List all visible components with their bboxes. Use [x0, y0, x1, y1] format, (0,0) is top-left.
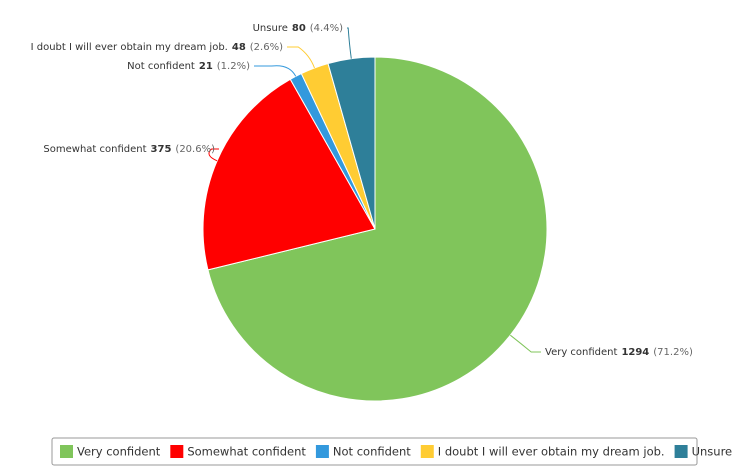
label-value: 48: [232, 42, 246, 53]
label-value: 80: [292, 23, 306, 34]
label-name: Very confident: [545, 347, 618, 358]
legend-swatch: [420, 445, 434, 458]
legend-label: Somewhat confident: [187, 445, 306, 459]
legend-label: Not confident: [333, 445, 411, 459]
legend-box: [51, 437, 698, 466]
connector: [510, 334, 541, 353]
label-name: Somewhat confident: [43, 144, 146, 155]
data-label: Somewhat confident 375 (20.6%): [43, 144, 215, 155]
connector: [347, 27, 352, 59]
connector: [287, 46, 315, 69]
pie-slice: [202, 78, 376, 271]
label-value: 21: [199, 61, 213, 72]
legend-label: Very confident: [77, 445, 161, 459]
connector: [208, 148, 219, 162]
label-percent: (71.2%): [653, 347, 693, 358]
legend-swatch: [60, 445, 73, 458]
label-percent: (20.6%): [175, 144, 215, 155]
label-name: Unsure: [253, 23, 288, 34]
label-percent: (2.6%): [250, 42, 283, 53]
label-name: I doubt I will ever obtain my dream job.: [31, 42, 228, 53]
data-label: Unsure 80 (4.4%): [253, 23, 343, 34]
data-label: I doubt I will ever obtain my dream job.…: [31, 42, 283, 53]
label-value: 1294: [621, 347, 649, 358]
legend-swatch: [170, 445, 184, 458]
data-label: Not confident 21 (1.2%): [127, 61, 250, 72]
label-percent: (4.4%): [310, 23, 343, 34]
legend-label: I doubt I will ever obtain my dream job.: [438, 445, 665, 459]
label-percent: (1.2%): [217, 61, 250, 72]
data-label: Very confident 1294 (71.2%): [545, 347, 693, 358]
legend-label: Unsure: [692, 445, 733, 459]
connector: [254, 65, 297, 77]
pie-slice: [327, 56, 376, 230]
legend: Very confident Somewhat confident Not conf…: [60, 445, 732, 459]
label-value: 375: [151, 144, 172, 155]
legend-swatch: [674, 445, 688, 458]
label-name: Not confident: [127, 61, 195, 72]
pie-slice: [207, 56, 548, 402]
legend-swatch: [315, 445, 329, 458]
